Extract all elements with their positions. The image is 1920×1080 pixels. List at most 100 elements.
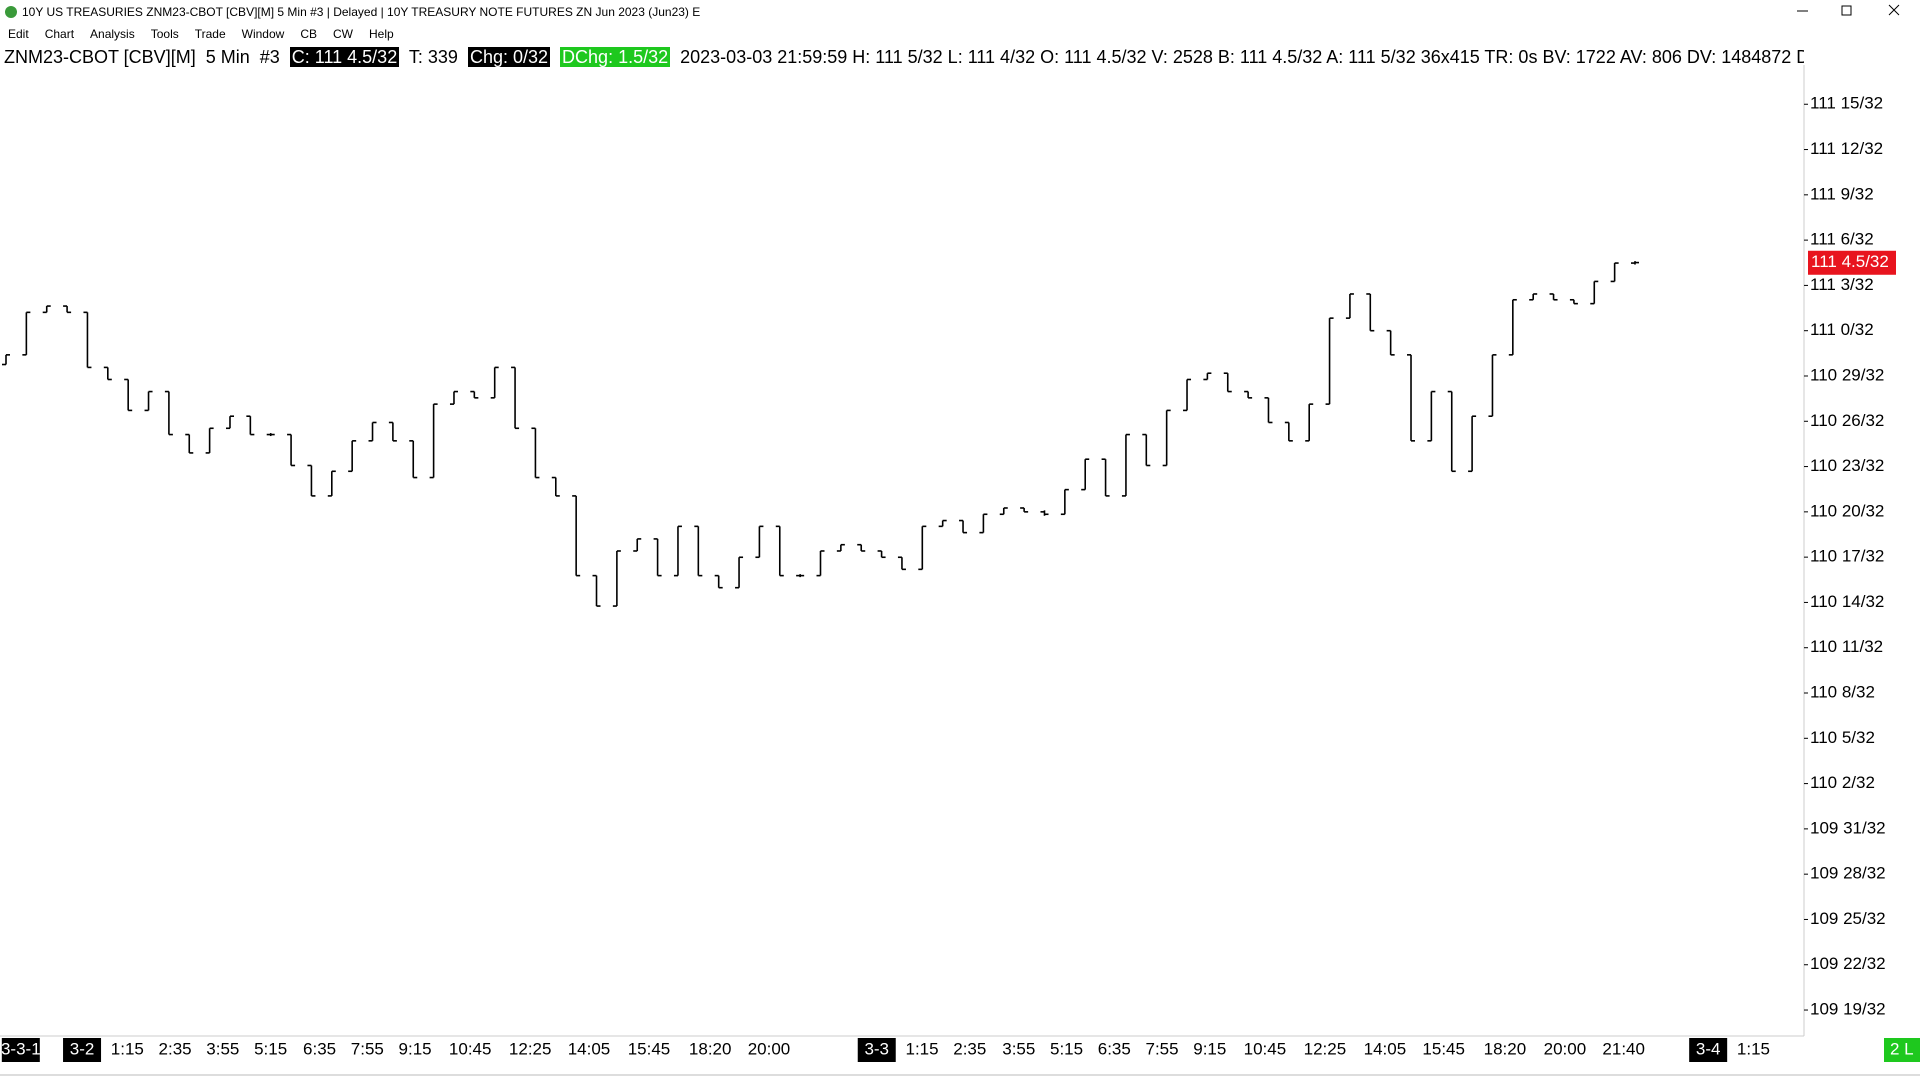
y-tick-label: 110 2/32 [1810, 773, 1875, 792]
price-bar [1386, 329, 1395, 356]
date-label-box [857, 1038, 896, 1062]
menu-item[interactable]: CW [333, 27, 353, 41]
x-tick-label: 6:35 [1098, 1039, 1131, 1058]
price-bar [307, 464, 316, 497]
x-tick-label: 14:05 [568, 1039, 611, 1058]
price-bar [653, 538, 662, 577]
x-tick-label: 12:25 [1304, 1039, 1347, 1058]
price-bar [124, 378, 133, 412]
last-price-box [1808, 250, 1896, 275]
price-bar [429, 403, 438, 479]
price-bar [1121, 433, 1130, 497]
price-bar [755, 525, 764, 559]
trades: T: 339 [408, 47, 458, 67]
x-tick-label: 20:00 [1544, 1039, 1587, 1058]
price-bar [1142, 433, 1151, 467]
price-bar [368, 421, 377, 442]
price-bar [938, 519, 947, 528]
y-tick-label: 110 23/32 [1810, 456, 1884, 475]
price-bar [857, 543, 866, 552]
menu-item[interactable]: Edit [8, 27, 29, 41]
price-bar [164, 390, 173, 436]
interval: 5 Min [205, 47, 250, 67]
y-tick-label: 110 8/32 [1810, 682, 1875, 701]
x-tick-label: 21:40 [1602, 1039, 1645, 1058]
x-tick-label: 2:35 [953, 1039, 986, 1058]
price-bar [531, 427, 540, 479]
price-bar [816, 550, 825, 577]
price-bar [1468, 415, 1477, 473]
price-bar [1569, 298, 1578, 305]
x-tick-label: 18:20 [1484, 1039, 1527, 1058]
price-bar [409, 440, 418, 479]
price-bar [327, 470, 336, 497]
price-bar [470, 390, 479, 399]
y-tick-label: 109 22/32 [1810, 954, 1886, 973]
menu-item[interactable]: Help [369, 27, 394, 41]
x-tick-label: 18:20 [689, 1039, 732, 1058]
menu-bar: Edit Chart Analysis Tools Trade Window CB CW Hel… [0, 24, 1920, 44]
price-bar [22, 311, 31, 356]
price-bar [42, 305, 51, 314]
close-price: C: 111 4.5/32 [289, 47, 400, 67]
price-bar [225, 415, 234, 430]
price-bar [1610, 262, 1619, 283]
price-bar [388, 421, 397, 442]
price-bar [1447, 390, 1456, 473]
x-tick-label: 1:15 [111, 1039, 144, 1058]
price-bar [714, 574, 723, 589]
menu-item[interactable]: Trade [194, 27, 226, 41]
price-bar [246, 415, 255, 436]
close-button[interactable] [1888, 4, 1900, 16]
price-bar [1244, 390, 1253, 399]
menu-item[interactable]: Chart [44, 27, 75, 41]
price-bar [572, 495, 581, 577]
price-bar [633, 538, 642, 552]
last-price-label: 111 4.5/32 [1811, 252, 1889, 271]
price-bar [1284, 421, 1293, 442]
y-tick-label: 110 11/32 [1810, 637, 1883, 656]
price-bar [1529, 293, 1538, 301]
price-bar [1162, 409, 1171, 467]
x-tick-label: 7:55 [351, 1039, 384, 1058]
x-tick-label: 10:45 [1244, 1039, 1287, 1058]
x-tick-label: 1:15 [1737, 1039, 1770, 1058]
price-bar [775, 525, 784, 577]
x-tick-label: 9:15 [399, 1039, 432, 1058]
price-bar [1345, 293, 1354, 319]
price-bar [735, 556, 744, 589]
price-bar [1590, 280, 1599, 305]
status-label: 2 L [1890, 1039, 1914, 1058]
price-bar [796, 574, 805, 578]
quote-line: ZNM23-CBOT [CBV][M] 5 Min #3 C: 111 4.5/… [4, 45, 1804, 69]
window-title: 10Y US TREASURIES ZNM23-CBOT [CBV][M] 5 … [22, 5, 701, 19]
x-tick-label: 20:00 [748, 1039, 791, 1058]
x-tick-label: 3-2 [70, 1039, 95, 1058]
change: Chg: 0/32 [467, 47, 551, 67]
menu-item[interactable]: Window [241, 27, 285, 41]
menu-item[interactable]: CB [300, 27, 317, 41]
y-tick-label: 110 29/32 [1810, 365, 1884, 384]
price-bar [2, 354, 10, 366]
x-tick-label: 15:45 [1422, 1039, 1465, 1058]
x-tick-label: 3-3-1 [1, 1039, 41, 1058]
price-bar [266, 433, 275, 437]
price-bar [1020, 507, 1029, 513]
daily-change: DChg: 1.5/32 [560, 47, 671, 67]
price-bar [836, 543, 845, 552]
price-bar [592, 574, 601, 607]
x-tick-label: 7:55 [1146, 1039, 1179, 1058]
price-bar [1366, 293, 1375, 332]
menu-item[interactable]: Analysis [90, 27, 135, 41]
app-icon [5, 6, 17, 18]
y-tick-label: 111 0/32 [1810, 320, 1874, 339]
x-tick-label: 14:05 [1364, 1039, 1407, 1058]
menu-item[interactable]: Tools [150, 27, 179, 41]
price-bar [1101, 458, 1110, 497]
restore-button[interactable] [1841, 5, 1852, 16]
price-bar [1508, 298, 1517, 356]
x-tick-label: 12:25 [509, 1039, 552, 1058]
quote-details: 2023-03-03 21:59:59 H: 111 5/32 L: 111 4… [680, 47, 1804, 67]
